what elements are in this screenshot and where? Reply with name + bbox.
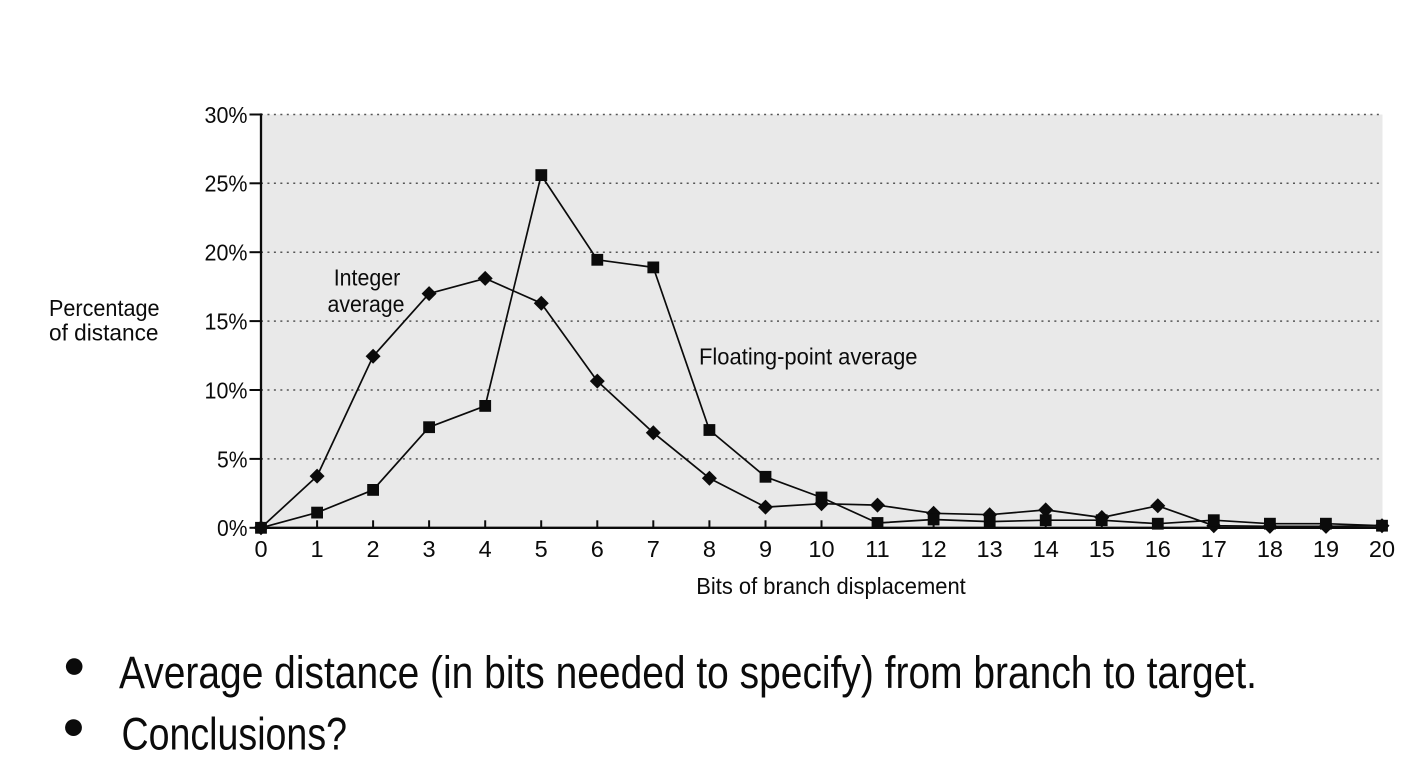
svg-text:Integer: Integer (334, 264, 401, 290)
svg-text:11: 11 (865, 536, 889, 562)
svg-text:Bits of branch displacement: Bits of branch displacement (696, 573, 966, 599)
svg-text:5: 5 (535, 536, 548, 562)
svg-text:0%: 0% (217, 515, 248, 541)
svg-text:Average distance (in bits need: Average distance (in bits needed to spec… (119, 647, 1257, 698)
svg-text:30%: 30% (205, 102, 248, 128)
svg-text:19: 19 (1313, 536, 1339, 562)
svg-text:9: 9 (759, 536, 772, 562)
svg-text:15%: 15% (205, 309, 248, 335)
svg-text:7: 7 (647, 536, 660, 562)
svg-text:Floating-point average: Floating-point average (699, 343, 918, 369)
svg-text:15: 15 (1089, 536, 1115, 562)
svg-text:25%: 25% (205, 171, 248, 197)
svg-text:10%: 10% (205, 377, 248, 403)
svg-text:18: 18 (1257, 536, 1283, 562)
svg-text:3: 3 (423, 536, 436, 562)
svg-text:1: 1 (311, 536, 324, 562)
svg-text:16: 16 (1145, 536, 1171, 562)
svg-text:10: 10 (808, 536, 834, 562)
svg-text:4: 4 (479, 536, 492, 562)
svg-text:17: 17 (1201, 536, 1227, 562)
svg-text:20: 20 (1369, 536, 1395, 562)
svg-text:Conclusions?: Conclusions? (122, 708, 348, 759)
svg-text:14: 14 (1033, 536, 1059, 562)
svg-text:2: 2 (367, 536, 380, 562)
svg-text:12: 12 (921, 536, 947, 562)
svg-text:average: average (328, 291, 405, 317)
svg-text:20%: 20% (205, 240, 248, 266)
svg-text:5%: 5% (217, 446, 248, 472)
svg-text:8: 8 (703, 536, 716, 562)
svg-text:0: 0 (254, 536, 267, 562)
svg-text:Percentage: Percentage (49, 295, 160, 321)
svg-text:6: 6 (591, 536, 604, 562)
svg-text:of distance: of distance (49, 320, 159, 346)
svg-text:13: 13 (977, 536, 1003, 562)
